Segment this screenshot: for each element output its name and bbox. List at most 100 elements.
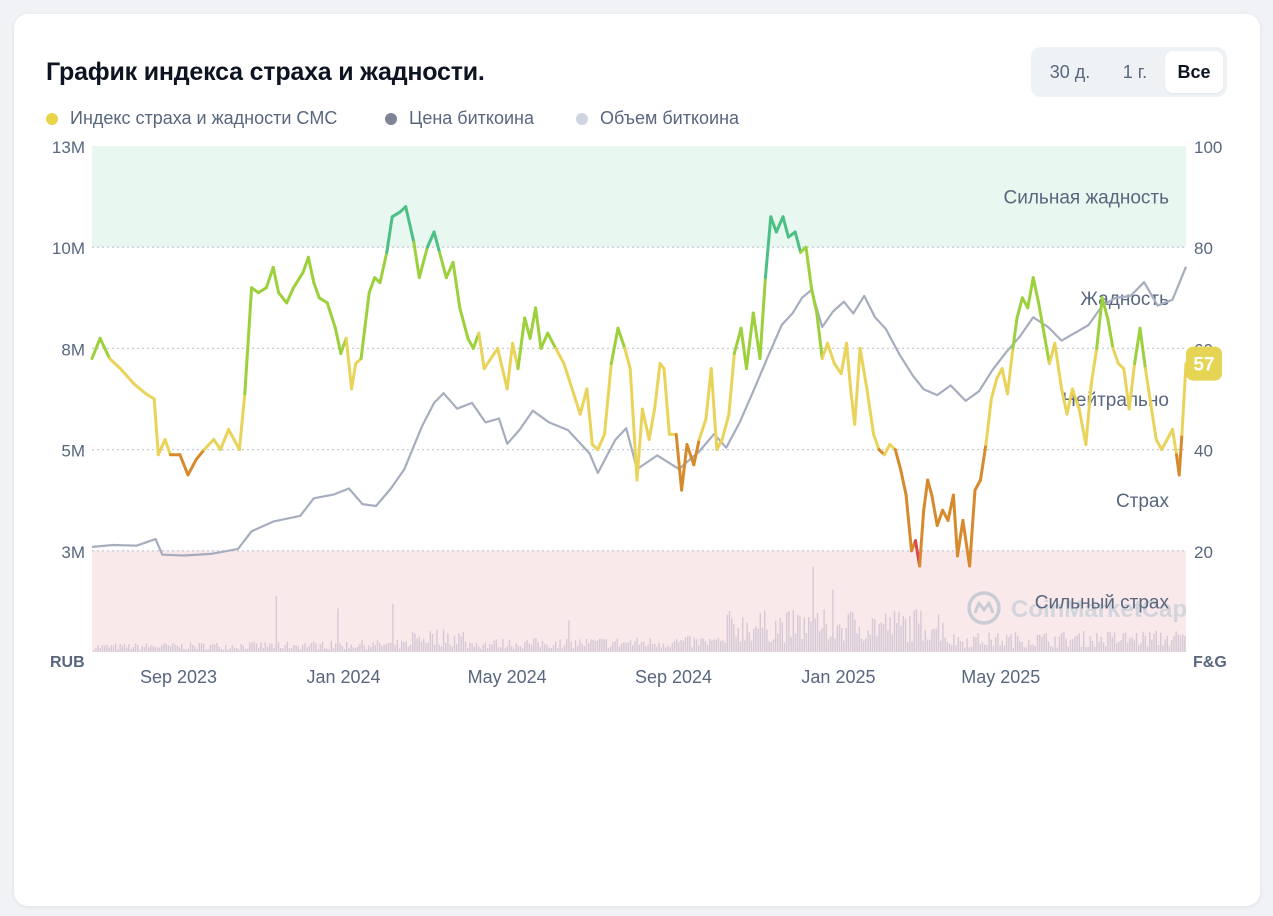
volume-bar [464, 641, 467, 652]
volume-bar [964, 647, 966, 652]
fear-greed-segment [505, 341, 515, 391]
range-tab-30d[interactable]: 30 д. [1049, 62, 1091, 82]
left-tick-label: 8M [61, 340, 85, 359]
volume-bar [995, 637, 997, 652]
right-tick-label: 20 [1194, 543, 1213, 562]
volume-bar [1096, 632, 1098, 652]
volume-bar [176, 645, 178, 652]
volume-bar [154, 647, 156, 652]
volume-bar [174, 644, 176, 652]
volume-bar [1094, 646, 1096, 652]
fear-greed-segment [961, 518, 972, 568]
fear-greed-segment [1111, 346, 1120, 366]
volume-bar [750, 640, 753, 652]
extreme-greed-band [92, 146, 1186, 248]
volume-bar [317, 649, 319, 652]
fear-greed-segment [720, 412, 731, 441]
volume-bar [460, 636, 462, 652]
volume-bar [1153, 633, 1155, 652]
volume-bar [794, 633, 797, 652]
range-tab-1y[interactable]: 1 г. [1122, 62, 1148, 82]
volume-bar [330, 641, 332, 652]
volume-bar [922, 640, 924, 652]
volume-bar [581, 643, 583, 652]
volume-bar [871, 618, 874, 652]
volume-bar [249, 642, 251, 652]
volume-bar [735, 636, 737, 652]
volume-bar [152, 646, 154, 652]
volume-bar [183, 649, 185, 652]
volume-bar [643, 641, 645, 652]
volume-bar [526, 640, 528, 652]
volume-bar [1135, 633, 1138, 652]
fear-greed-segment [680, 443, 689, 492]
volume-bar [304, 643, 306, 652]
volume-bar [825, 624, 827, 652]
volume-bar [365, 649, 368, 652]
fear-greed-segment [1011, 316, 1019, 350]
volume-bar [225, 644, 227, 652]
volume-bar [539, 647, 541, 652]
volume-bar [284, 644, 286, 652]
fear-greed-segment [194, 448, 206, 462]
volume-bar [231, 645, 233, 652]
volume-bar [458, 633, 460, 652]
volume-bar [1155, 630, 1157, 652]
volume-bar [137, 644, 139, 652]
volume-bar [748, 632, 750, 652]
volume-bar [836, 625, 838, 652]
volume-bar [1173, 635, 1175, 652]
range-tab-all[interactable]: Все [1165, 51, 1223, 93]
volume-bar [1144, 636, 1146, 652]
legend-dot-btc-price [385, 113, 397, 125]
volume-bar [407, 647, 409, 652]
fear-greed-segment [144, 392, 156, 401]
volume-bar [308, 645, 310, 652]
volume-bar [150, 645, 152, 652]
volume-bar [860, 638, 863, 652]
fear-greed-segment [333, 326, 343, 355]
volume-bar [1054, 636, 1056, 652]
volume-bar [350, 644, 352, 652]
fear-greed-segment [271, 265, 281, 295]
volume-bar [504, 648, 506, 652]
fear-greed-segment [562, 362, 574, 391]
volume-bar [698, 645, 700, 652]
volume-bar [1184, 635, 1186, 652]
volume-bar [623, 642, 625, 652]
volume-bar [722, 640, 724, 652]
volume-bar [1157, 645, 1160, 652]
volume-bar [414, 633, 416, 652]
fear-greed-segment [482, 357, 493, 371]
volume-bar [361, 640, 363, 652]
volume-bar [889, 617, 891, 652]
volume-bar [755, 626, 757, 652]
left-tick-label: 13M [52, 138, 85, 157]
volume-bar [896, 623, 898, 652]
volume-bar [1162, 645, 1164, 652]
volume-bar [372, 642, 374, 652]
volume-bar [405, 641, 407, 652]
volume-bar [359, 644, 361, 652]
volume-bar [607, 648, 610, 652]
legend-label-fear-greed: Индекс страха и жадности CMC [70, 108, 338, 128]
volume-bar [867, 630, 869, 652]
volume-bar [222, 649, 225, 652]
volume-bar [742, 617, 744, 652]
volume-bar [244, 648, 247, 652]
fear-greed-segment [692, 438, 701, 467]
volume-bar [1151, 639, 1153, 652]
volume-bar [273, 648, 275, 652]
volume-bar [1074, 636, 1076, 652]
volume-bar [1085, 647, 1087, 652]
fear-greed-segment [935, 508, 945, 527]
fear-greed-segment [1127, 362, 1137, 411]
volume-bar [788, 611, 790, 652]
fear-greed-segment [858, 346, 869, 391]
volume-bar [1076, 635, 1078, 652]
fear-greed-segment [984, 397, 993, 446]
volume-bar [1140, 643, 1142, 652]
fear-greed-segment [432, 230, 441, 254]
volume-bar [425, 643, 427, 652]
volume-bar [959, 641, 962, 652]
